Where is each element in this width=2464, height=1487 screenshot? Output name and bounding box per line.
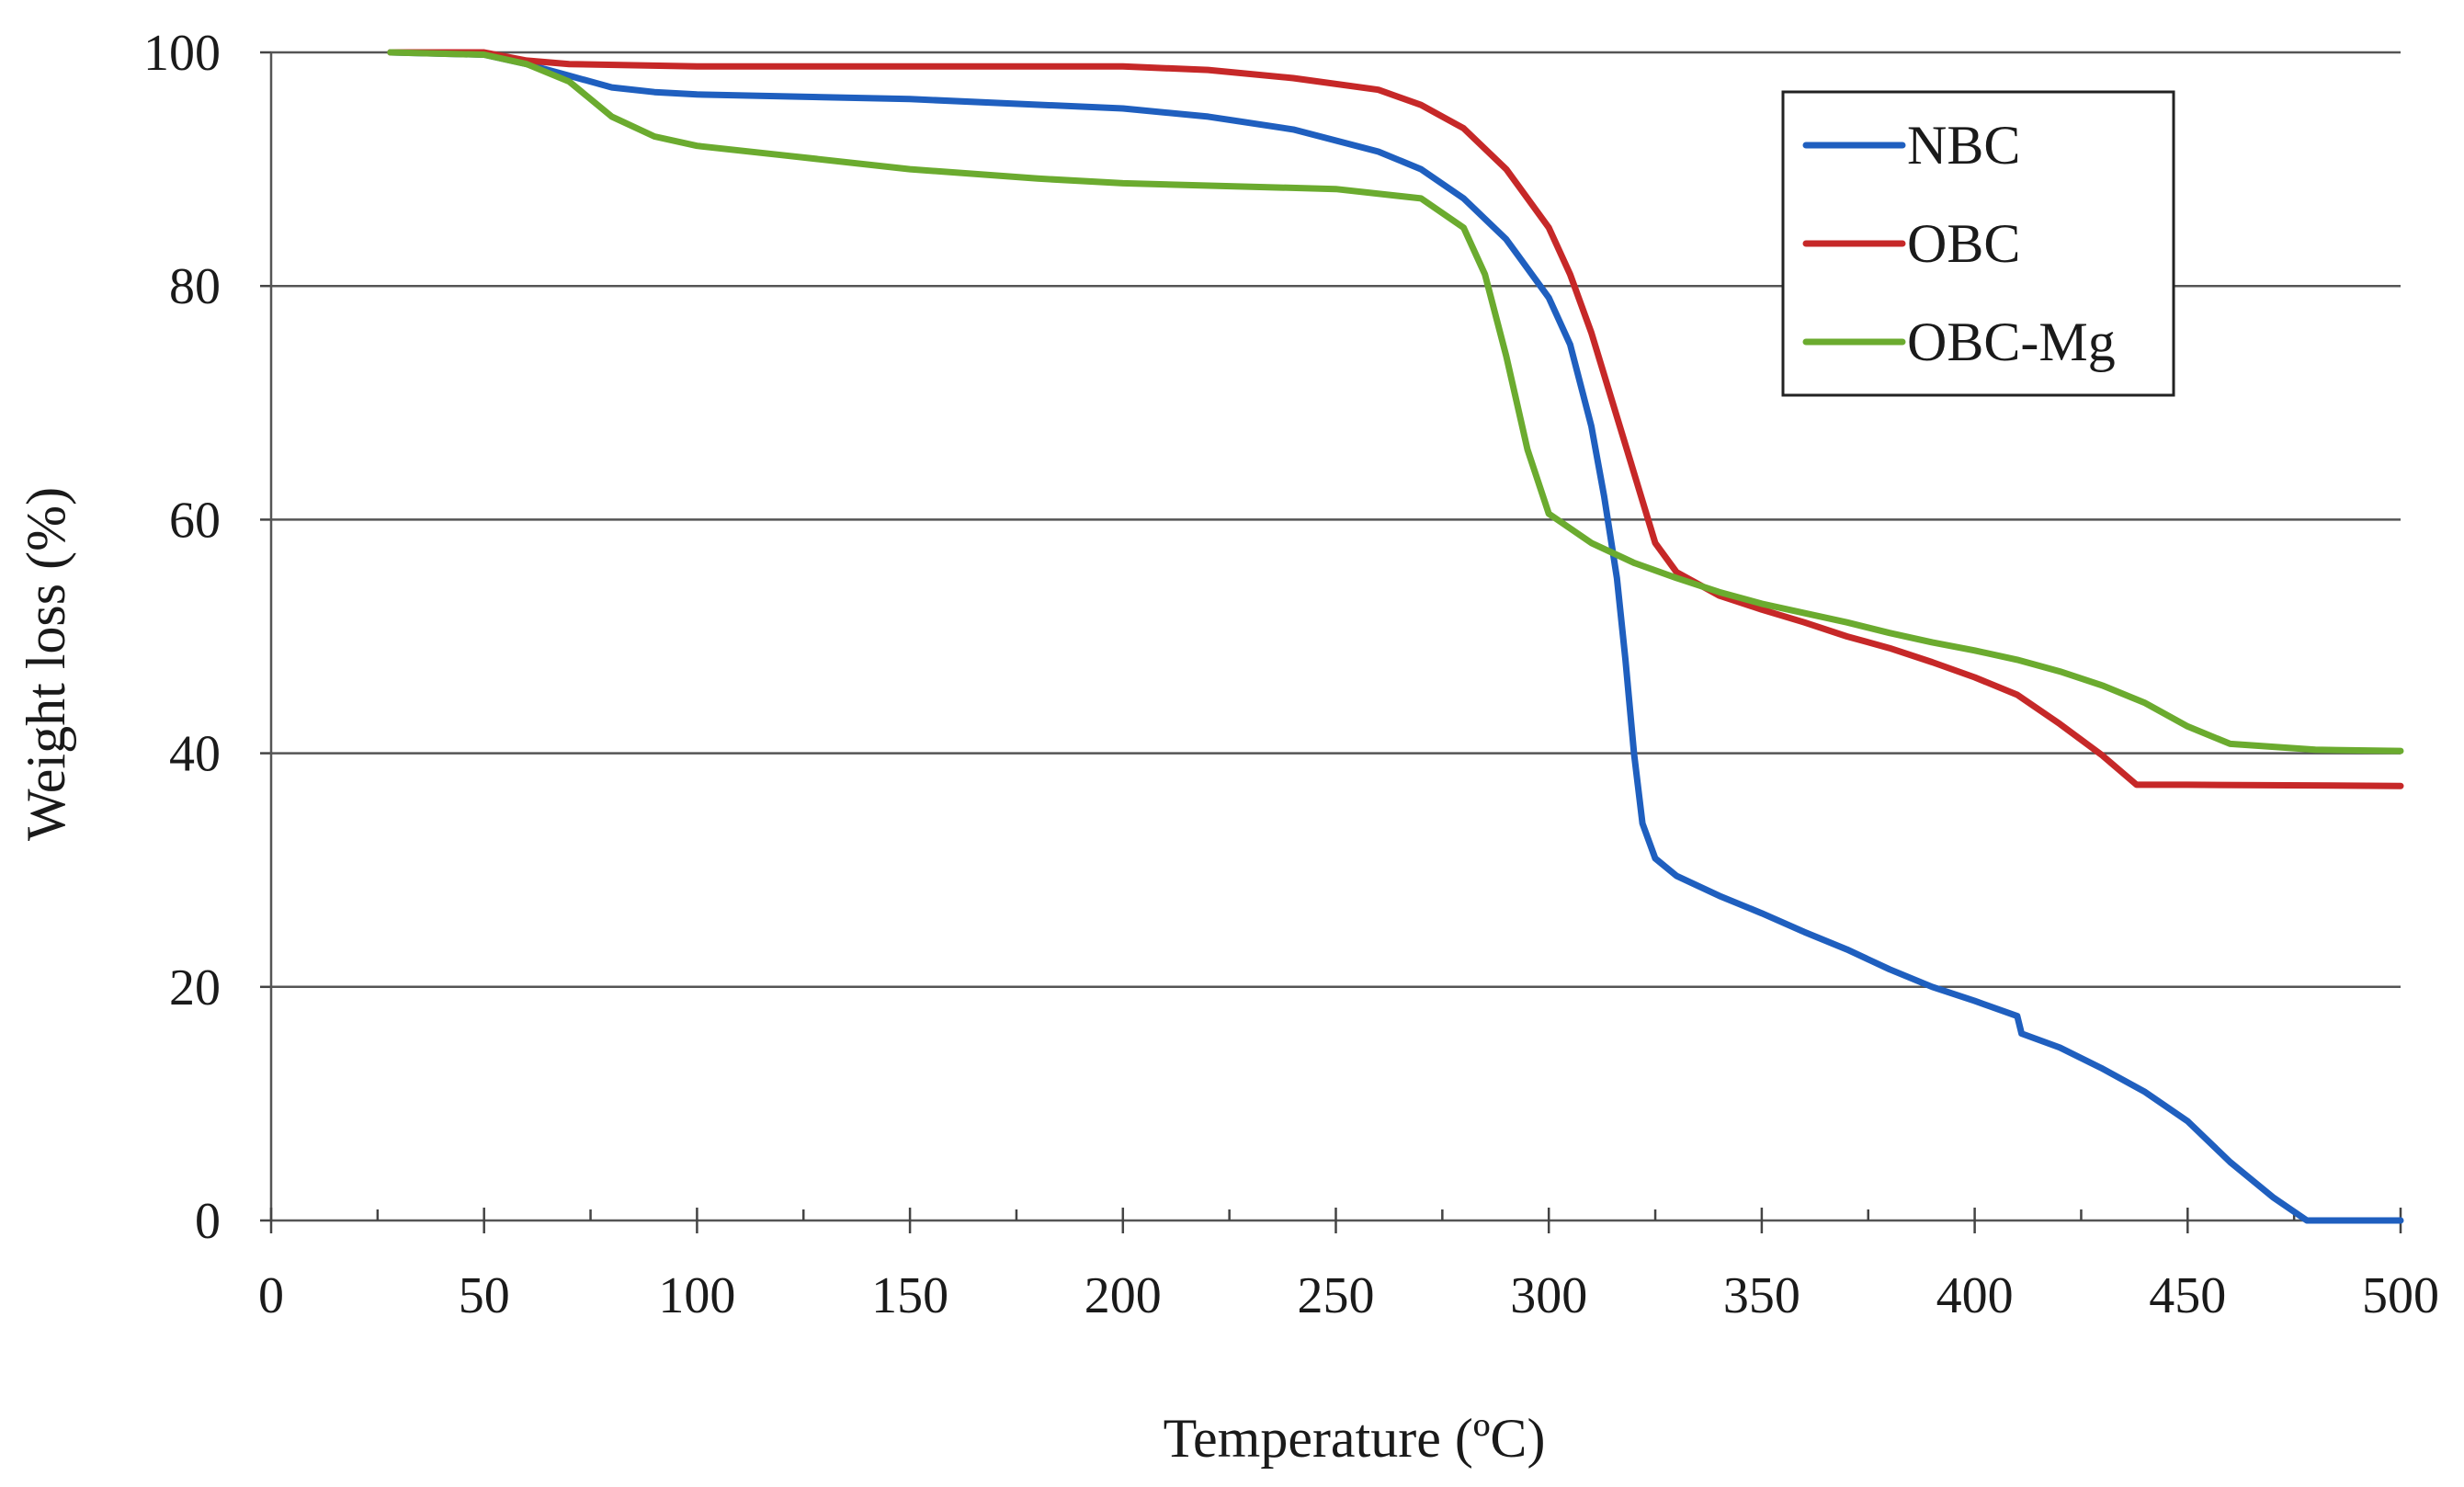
series-line-obc	[387, 49, 2404, 789]
x-tick-label-150: 150	[871, 1267, 948, 1324]
y-tick-label-20: 20	[169, 959, 221, 1016]
series-line-obc-mg	[387, 49, 2404, 755]
x-tick-label-350: 350	[1723, 1267, 1800, 1324]
x-tick-label-200: 200	[1084, 1267, 1162, 1324]
y-axis-title: Weight loss (%)	[16, 487, 76, 841]
x-tick-label-400: 400	[1936, 1267, 2014, 1324]
x-axis-title: Temperature (ºC)	[1164, 1408, 1546, 1469]
y-tick-label-40: 40	[169, 726, 221, 783]
y-tick-label-0: 0	[195, 1193, 221, 1250]
legend: NBC OBC OBC-Mg	[1781, 90, 2175, 397]
x-tick-label-500: 500	[2362, 1267, 2439, 1324]
x-tick-label-50: 50	[459, 1267, 510, 1324]
legend-label-obc: OBC	[1907, 213, 2020, 274]
x-tick-label-100: 100	[658, 1267, 735, 1324]
x-tick-label-0: 0	[258, 1267, 284, 1324]
series-lines	[387, 49, 2404, 1224]
x-tick-label-250: 250	[1298, 1267, 1375, 1324]
y-tick-label-60: 60	[169, 492, 221, 549]
axis-labels: 0 20 40 60 80 100 0 50 100 150 200 250 300 350 400 450 5…	[16, 25, 2439, 1469]
legend-label-nbc: NBC	[1907, 115, 2020, 176]
x-tick-label-300: 300	[1510, 1267, 1587, 1324]
x-tick-label-450: 450	[2149, 1267, 2226, 1324]
y-tick-label-80: 80	[169, 258, 221, 315]
axes	[260, 51, 2402, 1233]
y-tick-label-100: 100	[143, 25, 221, 82]
series-line-nbc	[387, 49, 2404, 1224]
legend-label-obc-mg: OBC-Mg	[1907, 312, 2116, 372]
